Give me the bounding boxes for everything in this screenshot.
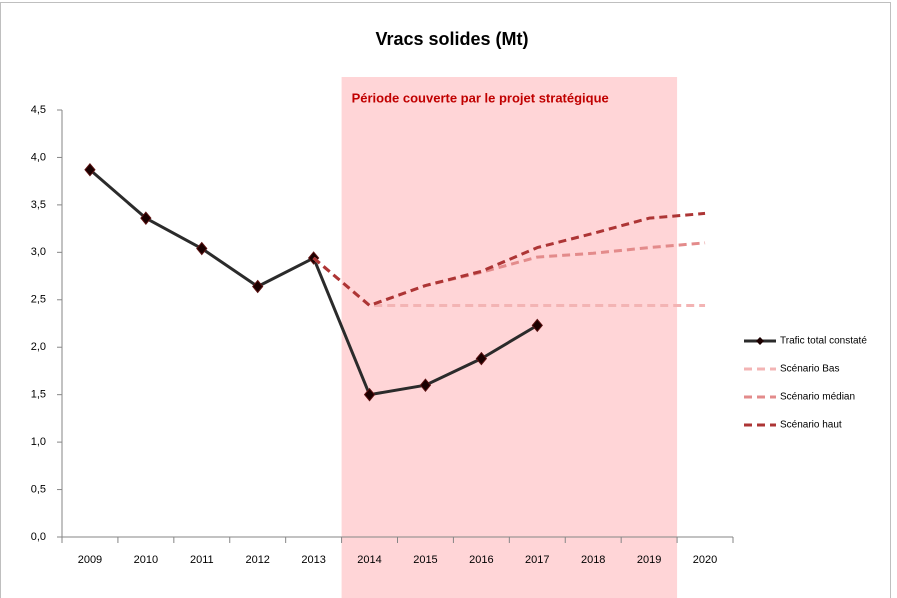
point-marker: [84, 162, 96, 177]
y-tick-label: 1,0: [31, 436, 46, 448]
series-line: [312, 256, 706, 307]
point-marker: [252, 279, 264, 294]
x-tick-label: 2015: [413, 554, 437, 566]
y-tick-label: 0,5: [31, 483, 46, 495]
x-tick-label: 2013: [301, 554, 325, 566]
legend-label: Scénario haut: [780, 420, 842, 431]
x-tick-label: 2017: [525, 554, 549, 566]
y-tick-label: 4,0: [31, 151, 46, 163]
y-tick-label: 1,5: [31, 389, 46, 401]
x-tick-label: 2016: [469, 554, 493, 566]
y-tick-label: 4,5: [31, 104, 46, 116]
legend-marker: [756, 337, 764, 345]
highlight-label: Période couverte par le projet stratégiq…: [352, 90, 609, 105]
x-tick-label: 2009: [78, 554, 102, 566]
legend-label: Scénario médian: [780, 392, 855, 403]
y-tick-label: 3,0: [31, 246, 46, 258]
x-tick-label: 2010: [134, 554, 158, 566]
series-line: [312, 211, 706, 307]
y-tick-label: 3,5: [31, 199, 46, 211]
point-marker: [196, 241, 208, 256]
highlight-band: [341, 77, 678, 598]
x-tick-label: 2018: [581, 554, 605, 566]
point-marker: [140, 211, 152, 225]
x-tick-label: 2014: [357, 554, 381, 566]
chart-title: Vracs solides (Mt): [375, 29, 528, 49]
legend-label: Scénario Bas: [780, 364, 839, 375]
x-tick-label: 2011: [190, 554, 214, 566]
legend-label: Trafic total constaté: [780, 336, 867, 347]
point-marker: [531, 318, 543, 333]
point-marker: [363, 387, 376, 402]
y-tick-label: 2,0: [31, 341, 46, 353]
x-tick-label: 2012: [245, 554, 269, 566]
y-tick-label: 2,5: [31, 294, 46, 306]
x-tick-label: 2019: [637, 554, 661, 566]
point-marker: [475, 351, 488, 366]
y-tick-label: 0,0: [31, 531, 46, 543]
point-marker: [419, 378, 432, 392]
x-tick-label: 2020: [693, 554, 717, 566]
